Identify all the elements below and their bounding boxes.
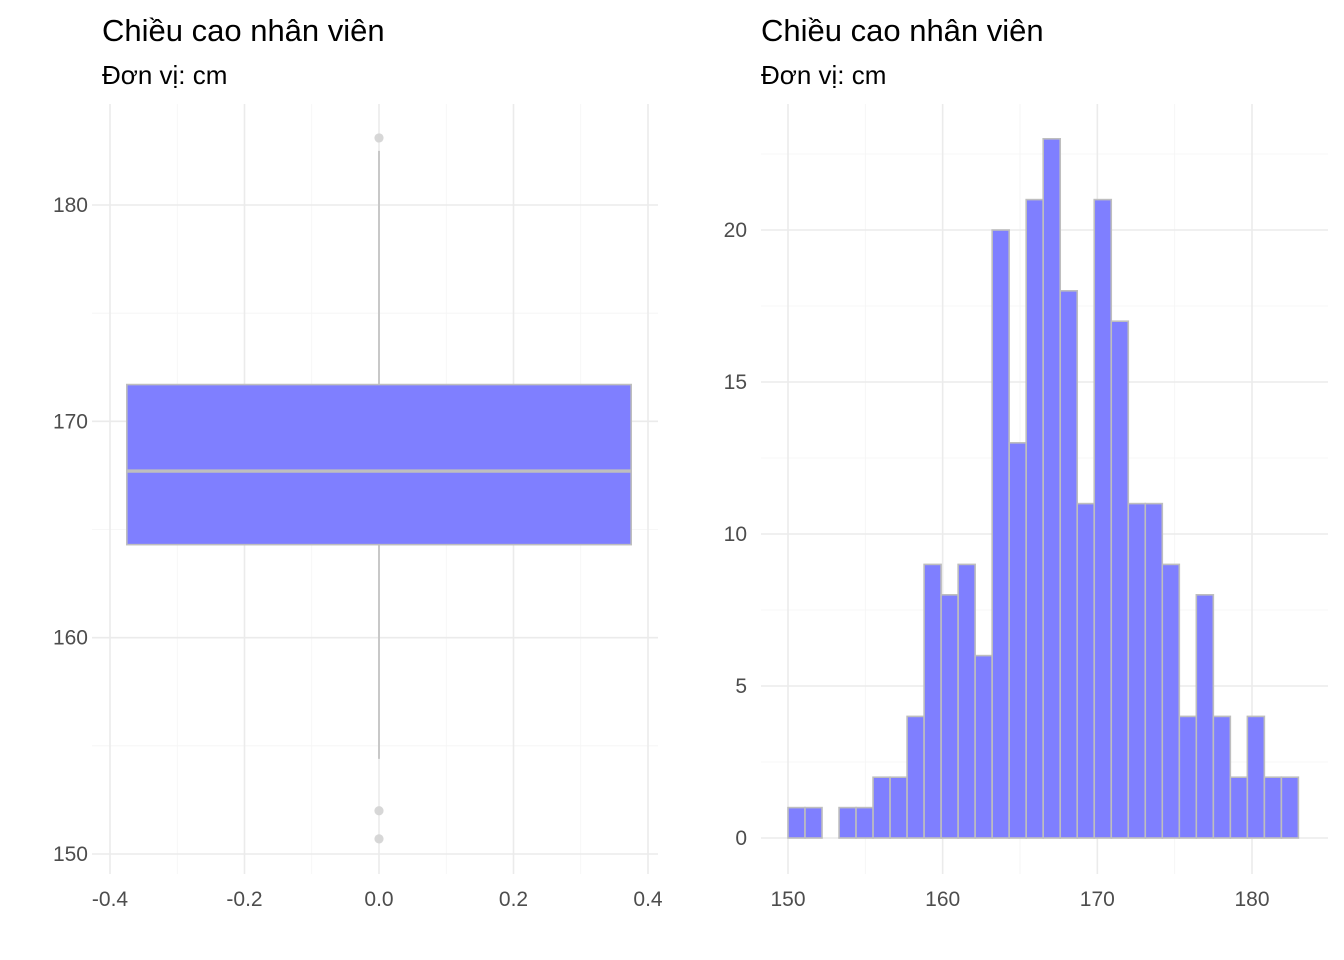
histogram-y-tick-label: 20	[724, 219, 747, 242]
histogram-bar	[787, 806, 806, 839]
histogram-bar	[1178, 715, 1198, 839]
histogram-bar	[1280, 776, 1300, 839]
histogram-bar	[906, 715, 925, 839]
histogram-bar	[855, 806, 874, 839]
boxplot-subtitle: Đơn vị: cm	[102, 60, 227, 90]
histogram-title: Chiều cao nhân viên	[761, 13, 1044, 48]
histogram-x-tick-label: 160	[925, 888, 960, 911]
histogram-bar	[838, 806, 857, 839]
boxplot-panel: Chiều cao nhân viên Đơn vị: cm -0.4 -0.2 0…	[53, 13, 663, 911]
histogram-y-tick-label: 10	[724, 523, 747, 546]
histogram-x-ticks: 150 160 170 180	[770, 888, 1269, 911]
boxplot-x-tick-label: 0.2	[499, 888, 528, 911]
histogram-bar	[1195, 593, 1215, 839]
histogram-bar	[940, 593, 959, 839]
histogram-panel: Chiều cao nhân viên Đơn vị: cm 150 160 170…	[724, 13, 1328, 911]
histogram-bar	[991, 229, 1010, 839]
boxplot-title: Chiều cao nhân viên	[102, 13, 385, 48]
histogram-bar	[1110, 320, 1130, 839]
boxplot-y-ticks: 150 160 170 180	[53, 194, 88, 866]
histogram-y-tick-label: 0	[735, 827, 747, 850]
boxplot-y-tick-label: 170	[53, 410, 88, 433]
histogram-bar	[1144, 502, 1164, 839]
histogram-bar	[804, 806, 823, 839]
histogram-bar	[1161, 563, 1181, 839]
histogram-bar	[1025, 198, 1044, 839]
boxplot-y-tick-label: 160	[53, 627, 88, 650]
histogram-bar	[1059, 289, 1079, 839]
histogram-subtitle: Đơn vị: cm	[761, 60, 886, 90]
boxplot-outlier-point	[374, 133, 384, 143]
boxplot-x-tick-label: -0.2	[226, 888, 262, 911]
boxplot-y-tick-label: 180	[53, 194, 88, 217]
histogram-bar	[872, 776, 891, 839]
histogram-x-tick-label: 180	[1234, 888, 1269, 911]
boxplot-y-tick-label: 150	[53, 843, 88, 866]
histogram-bar	[1263, 776, 1283, 839]
boxplot-x-tick-label: 0.4	[633, 888, 663, 911]
histogram-y-tick-label: 15	[724, 371, 747, 394]
histogram-bar	[1093, 198, 1113, 839]
boxplot-marks	[126, 133, 632, 844]
histogram-bar	[957, 563, 976, 839]
histogram-bar	[889, 776, 908, 839]
boxplot-x-tick-label: 0.0	[364, 888, 393, 911]
histogram-bars	[787, 138, 1300, 839]
histogram-bar	[1042, 138, 1062, 839]
histogram-bar	[1229, 776, 1249, 839]
histogram-y-ticks: 0 5 10 15 20	[724, 219, 747, 850]
histogram-x-tick-label: 150	[770, 888, 805, 911]
histogram-bar	[1076, 502, 1096, 839]
boxplot-x-ticks: -0.4 -0.2 0.0 0.2 0.4	[92, 888, 663, 911]
boxplot-outlier-point	[374, 806, 384, 816]
histogram-bar	[923, 563, 942, 839]
histogram-bar	[1246, 715, 1266, 839]
histogram-bar	[974, 654, 993, 839]
boxplot-x-tick-label: -0.4	[92, 888, 129, 911]
histogram-y-tick-label: 5	[735, 675, 747, 698]
boxplot-outlier-point	[374, 834, 384, 844]
histogram-bar	[1212, 715, 1232, 839]
histogram-x-tick-label: 170	[1080, 888, 1115, 911]
boxplot-box	[126, 383, 632, 546]
histogram-bar	[1127, 502, 1147, 839]
histogram-bar	[1008, 441, 1027, 839]
